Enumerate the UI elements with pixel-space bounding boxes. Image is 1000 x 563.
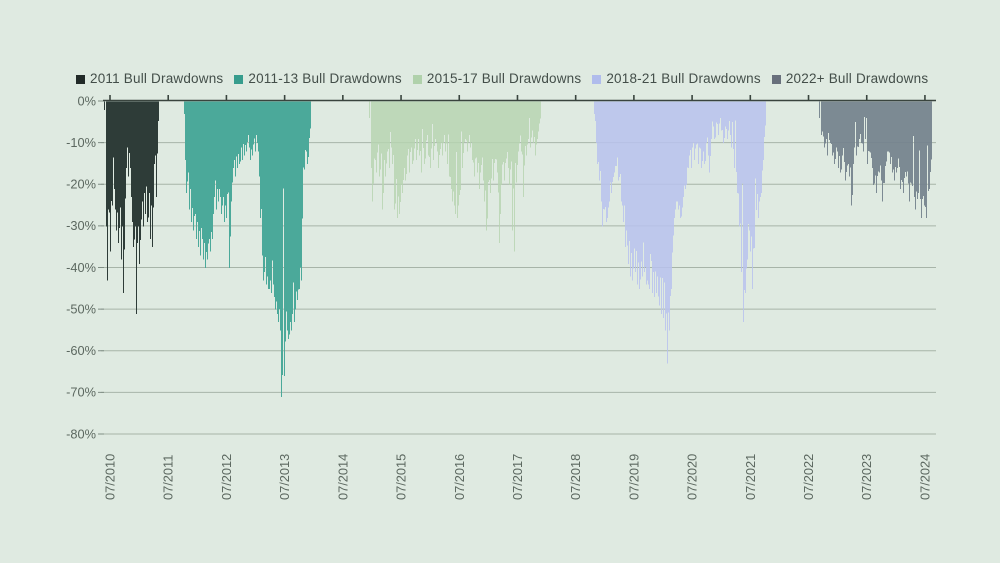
y-axis-labels: 0% -10% -20% -30% -40% -50% -60% -70% -80% [66,93,96,441]
x-tick-label: 07/2022 [801,454,816,500]
y-tick-label: -30% [66,218,96,233]
x-tick-label: 07/2024 [917,454,932,500]
y-tick-label: -10% [66,135,96,150]
x-tick-label: 07/2017 [510,454,525,500]
x-tick-label: 07/2019 [626,454,641,500]
x-tick-label: 07/2023 [859,454,874,500]
series-2018-21-bull-drawdowns [594,101,766,364]
legend-label: 2015-17 Bull Drawdowns [426,71,582,86]
x-axis-labels: 07/2010 07/2011 07/2012 07/2013 07/2014 07/20… [103,454,933,500]
x-tick-label: 07/2021 [743,454,758,500]
y-tick-label: -40% [66,260,96,275]
x-tick-label: 07/2015 [394,454,409,500]
legend-item-2011-13-bull: 2011-13 Bull Drawdowns [234,71,402,86]
x-tick-label: 07/2016 [452,454,467,500]
legend-item-2018-21-bull: 2018-21 Bull Drawdowns [592,71,761,86]
y-axis-ticks [98,100,104,435]
y-tick-label: -60% [66,343,96,358]
x-tick-label: 07/2020 [685,454,700,500]
x-tick-label: 07/2012 [219,454,234,500]
x-tick-label: 07/2013 [277,454,292,500]
series-2015-17-bull-drawdowns [369,101,541,252]
y-tick-label: 0% [78,93,97,108]
legend-swatch-icon [412,74,422,84]
y-tick-label: -50% [66,301,96,316]
legend-swatch-icon [76,74,85,84]
x-tick-label: 07/2011 [161,455,176,500]
legend-swatch-icon [771,74,781,84]
chart-legend: 2011 Bull Drawdowns 2011-13 Bull Drawdow… [76,71,928,86]
y-tick-label: -70% [66,385,96,400]
series-2011-13-bull-drawdowns [184,101,311,398]
legend-label: 2011-13 Bull Drawdowns [248,71,402,86]
x-tick-label: 07/2018 [568,454,583,500]
legend-label: 2022+ Bull Drawdowns [785,71,929,86]
y-tick-label: -80% [66,426,96,441]
legend-item-2022-bull: 2022+ Bull Drawdowns [771,71,929,86]
x-tick-label: 07/2010 [103,454,118,500]
legend-label: 2018-21 Bull Drawdowns [606,71,761,86]
legend-swatch-icon [592,74,602,84]
legend-item-2015-17-bull: 2015-17 Bull Drawdowns [412,71,582,86]
legend-item-2011-bull: 2011 Bull Drawdowns [76,71,223,86]
y-tick-label: -20% [66,177,96,192]
series-2011-bull-drawdowns [104,101,159,314]
legend-swatch-icon [234,74,244,84]
x-axis [103,95,936,102]
legend-label: 2011 Bull Drawdowns [90,71,224,86]
x-tick-label: 07/2014 [335,454,350,500]
series-2022-bull-drawdowns [819,101,933,219]
